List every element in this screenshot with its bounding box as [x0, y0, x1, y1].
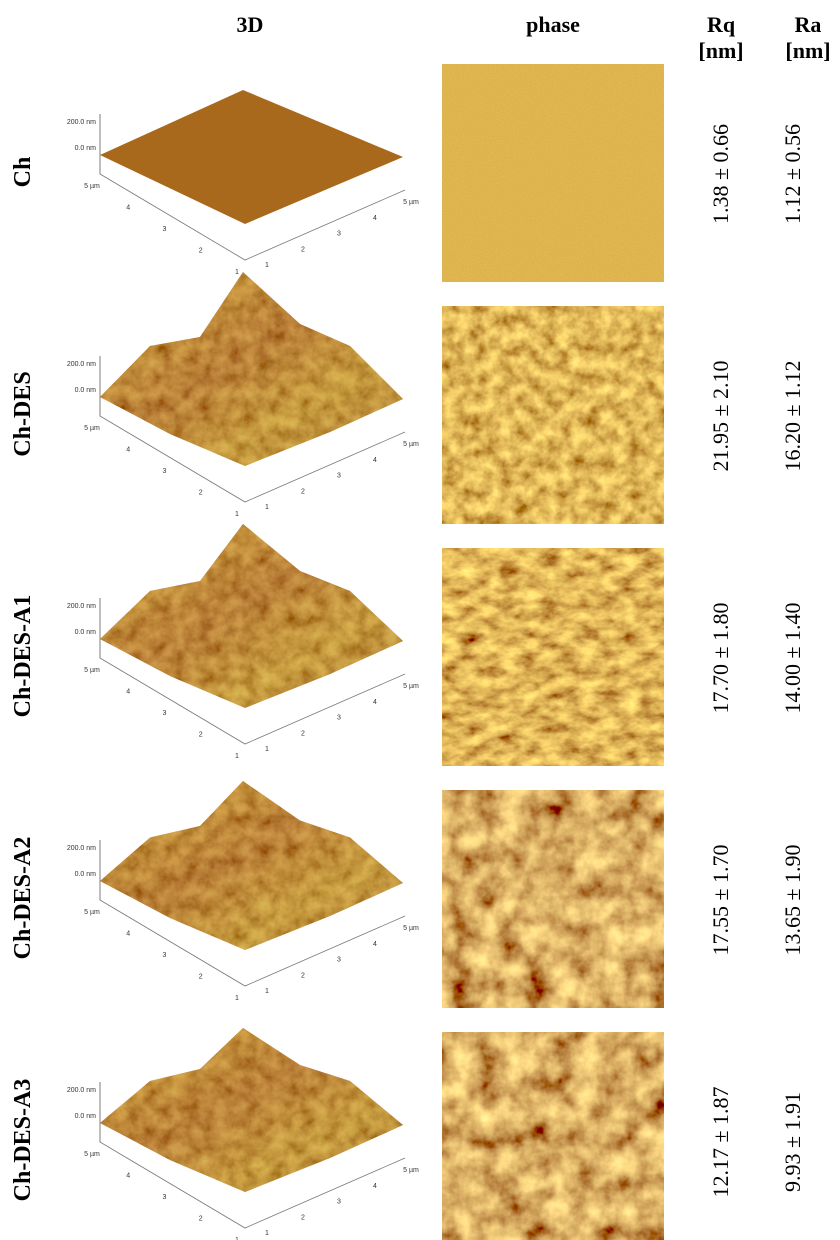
- y-label: 1: [235, 511, 239, 518]
- y-label: 3: [163, 952, 167, 959]
- phase-image: [442, 790, 664, 1008]
- x-label: 4: [373, 699, 377, 706]
- y-label: 5 µm: [84, 1151, 100, 1158]
- y-label: 1: [235, 269, 239, 276]
- ra-value: 14.00 ± 1.40: [780, 602, 805, 713]
- surface-texture: [95, 506, 410, 716]
- x-label: 5 µm: [403, 925, 419, 932]
- z-label: 200.0 nm: [67, 119, 96, 126]
- phase-image: [442, 64, 664, 282]
- z-label: 200.0 nm: [67, 1087, 96, 1094]
- x-label: 3: [337, 957, 341, 964]
- row: Ch-DES-A3 200.0 nm 0.0 nm 5 µm 4 3 2 1 1 2 3 4 5 µm 1…: [10, 990, 805, 1240]
- ra-value: 1.12 ± 0.56: [780, 124, 805, 224]
- y-label: 2: [199, 248, 203, 255]
- y-label: 3: [163, 468, 167, 475]
- x-label: 2: [301, 730, 305, 737]
- ra-value: 9.93 ± 1.91: [780, 1092, 805, 1192]
- z-label: 0.0 nm: [75, 629, 97, 636]
- rq-value: 12.17 ± 1.87: [708, 1086, 733, 1197]
- y-label: 4: [126, 931, 130, 938]
- y-label: 5 µm: [84, 909, 100, 916]
- z-label: 0.0 nm: [75, 1113, 97, 1120]
- y-label: 1: [235, 753, 239, 760]
- header-ra-unit: [nm]: [785, 38, 830, 63]
- x-label: 5 µm: [403, 441, 419, 448]
- y-label: 3: [163, 226, 167, 233]
- row-label: Ch-DES: [10, 371, 36, 456]
- row-label: Ch-DES-A1: [10, 595, 36, 718]
- z-label: 200.0 nm: [67, 603, 96, 610]
- surface-texture: [95, 264, 410, 474]
- x-label: 1: [265, 262, 269, 269]
- x-label: 3: [337, 1199, 341, 1206]
- y-label: 5 µm: [84, 667, 100, 674]
- rq-value: 17.55 ± 1.70: [708, 844, 733, 955]
- y-label: 4: [126, 447, 130, 454]
- phase-image: [442, 1032, 664, 1240]
- y-label: 1: [235, 995, 239, 1002]
- x-label: 1: [265, 988, 269, 995]
- x-label: 4: [373, 941, 377, 948]
- header-rq-unit: [nm]: [698, 38, 743, 63]
- y-label: 4: [126, 1173, 130, 1180]
- row: Ch-DES-A1 200.0 nm 0.0 nm 5 µm 4 3 2 1 1 2 3 4 5 µm 1…: [10, 506, 805, 766]
- y-label: 3: [163, 710, 167, 717]
- z-label: 200.0 nm: [67, 845, 96, 852]
- y-label: 4: [126, 205, 130, 212]
- x-label: 4: [373, 1183, 377, 1190]
- header-phase: phase: [526, 12, 580, 37]
- x-label: 3: [337, 231, 341, 238]
- phase-image: [442, 548, 664, 766]
- rq-value: 21.95 ± 2.10: [708, 360, 733, 471]
- x-label: 1: [265, 746, 269, 753]
- y-label: 4: [126, 689, 130, 696]
- row: Ch-DES-A2 200.0 nm 0.0 nm 5 µm 4 3 2 1 1 2 3 4 5 µm 1…: [10, 748, 805, 1008]
- z-label: 0.0 nm: [75, 387, 97, 394]
- header-3d: 3D: [237, 12, 264, 37]
- row: Ch 200.0 nm 0.0 nm 5 µm 4 3 2 1 1 2 3 4 5 µm 1.38 ± 0…: [10, 64, 805, 282]
- x-label: 1: [265, 1230, 269, 1237]
- x-label: 2: [301, 972, 305, 979]
- row-label: Ch-DES-A3: [10, 1079, 36, 1202]
- y-label: 2: [199, 732, 203, 739]
- figure: 3D phase Rq [nm] Ra [nm] Ch 200.0 nm 0.0 n…: [0, 0, 840, 1240]
- y-label: 3: [163, 1194, 167, 1201]
- x-label: 5 µm: [403, 1167, 419, 1174]
- x-label: 2: [301, 1214, 305, 1221]
- ra-value: 16.20 ± 1.12: [780, 360, 805, 471]
- phase-image: [442, 306, 664, 524]
- y-label: 5 µm: [84, 425, 100, 432]
- x-label: 1: [265, 504, 269, 511]
- surface-texture: [95, 990, 410, 1200]
- row-label: Ch: [10, 157, 36, 188]
- row: Ch-DES 200.0 nm 0.0 nm 5 µm 4 3 2 1 1 2 3 4 5 µm 21.9…: [10, 264, 805, 524]
- x-label: 2: [301, 246, 305, 253]
- y-label: 2: [199, 1216, 203, 1223]
- z-label: 0.0 nm: [75, 145, 97, 152]
- y-label: 2: [199, 974, 203, 981]
- x-label: 2: [301, 488, 305, 495]
- header-ra: Ra: [795, 12, 822, 37]
- z-label: 200.0 nm: [67, 361, 96, 368]
- ra-value: 13.65 ± 1.90: [780, 844, 805, 955]
- x-label: 3: [337, 473, 341, 480]
- surface-texture: [95, 748, 410, 958]
- x-label: 3: [337, 715, 341, 722]
- header-rq: Rq: [707, 12, 736, 37]
- row-label: Ch-DES-A2: [10, 837, 36, 960]
- x-label: 4: [373, 215, 377, 222]
- surface-3d: [100, 90, 403, 224]
- y-label: 5 µm: [84, 183, 100, 190]
- z-label: 0.0 nm: [75, 871, 97, 878]
- x-label: 5 µm: [403, 683, 419, 690]
- rq-value: 1.38 ± 0.66: [708, 124, 733, 224]
- x-label: 5 µm: [403, 199, 419, 206]
- rq-value: 17.70 ± 1.80: [708, 602, 733, 713]
- x-label: 4: [373, 457, 377, 464]
- y-label: 2: [199, 490, 203, 497]
